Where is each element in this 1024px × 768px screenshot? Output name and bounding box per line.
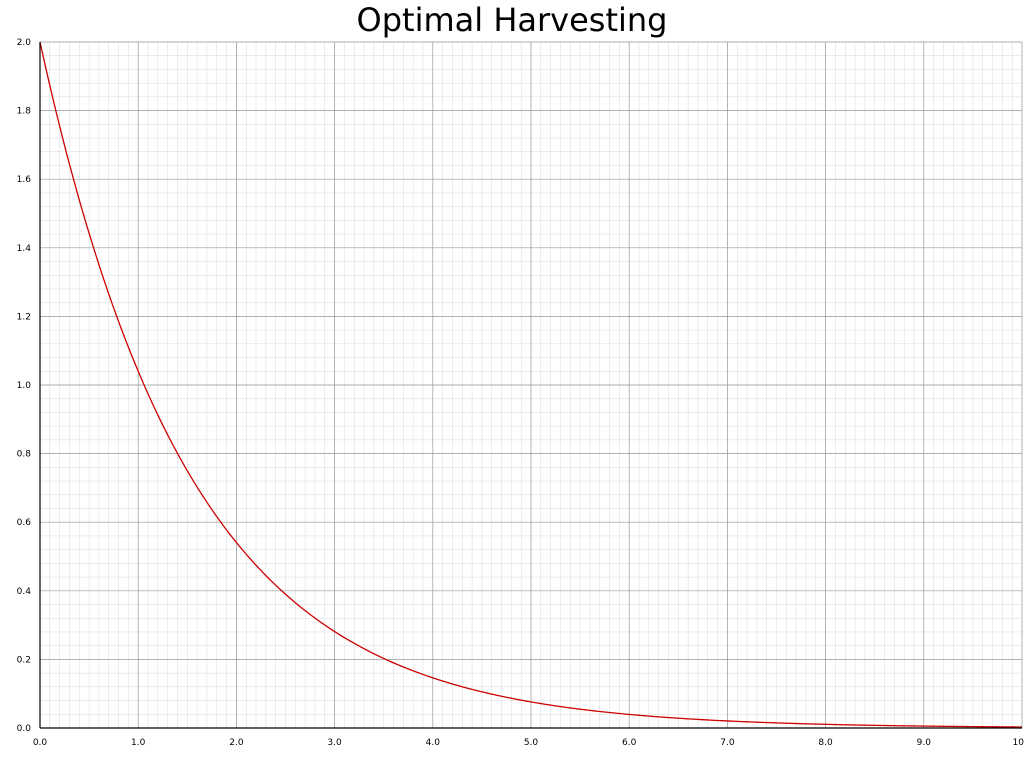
axes <box>39 42 1022 729</box>
y-tick-label: 0.0 <box>17 724 32 734</box>
chart-title: Optimal Harvesting <box>357 1 668 39</box>
x-tick-labels: 0.0 1.0 2.0 3.0 4.0 5.0 6.0 7.0 8.0 9.0 10 <box>33 738 1024 748</box>
y-tick-label: 1.2 <box>17 312 31 322</box>
x-tick-label: 5.0 <box>524 738 539 748</box>
x-tick-label: 8.0 <box>818 738 833 748</box>
x-tick-label: 1.0 <box>131 738 146 748</box>
y-tick-label: 0.6 <box>17 518 32 528</box>
y-tick-label: 2.0 <box>17 38 32 48</box>
x-tick-label: 0.0 <box>33 738 48 748</box>
x-tick-label: 6.0 <box>622 738 637 748</box>
y-tick-label: 1.8 <box>17 107 32 117</box>
x-tick-label: 3.0 <box>327 738 342 748</box>
x-tick-label: 4.0 <box>426 738 441 748</box>
x-tick-label: 2.0 <box>229 738 244 748</box>
series-line <box>39 41 1023 728</box>
x-tick-label: 9.0 <box>917 738 932 748</box>
y-tick-label: 0.8 <box>17 450 32 460</box>
y-tick-label: 0.2 <box>17 655 31 665</box>
series-layer <box>39 41 1023 728</box>
y-tick-label: 0.4 <box>17 587 32 597</box>
x-tick-label: 10 <box>1013 738 1024 748</box>
y-tick-labels: 0.0 0.2 0.4 0.6 0.8 1.0 1.2 1.4 1.6 1.8 2.0 <box>17 38 32 734</box>
x-tick-label: 7.0 <box>720 738 735 748</box>
y-tick-label: 1.0 <box>17 381 32 391</box>
y-tick-label: 1.4 <box>17 244 32 254</box>
y-tick-label: 1.6 <box>17 175 32 185</box>
